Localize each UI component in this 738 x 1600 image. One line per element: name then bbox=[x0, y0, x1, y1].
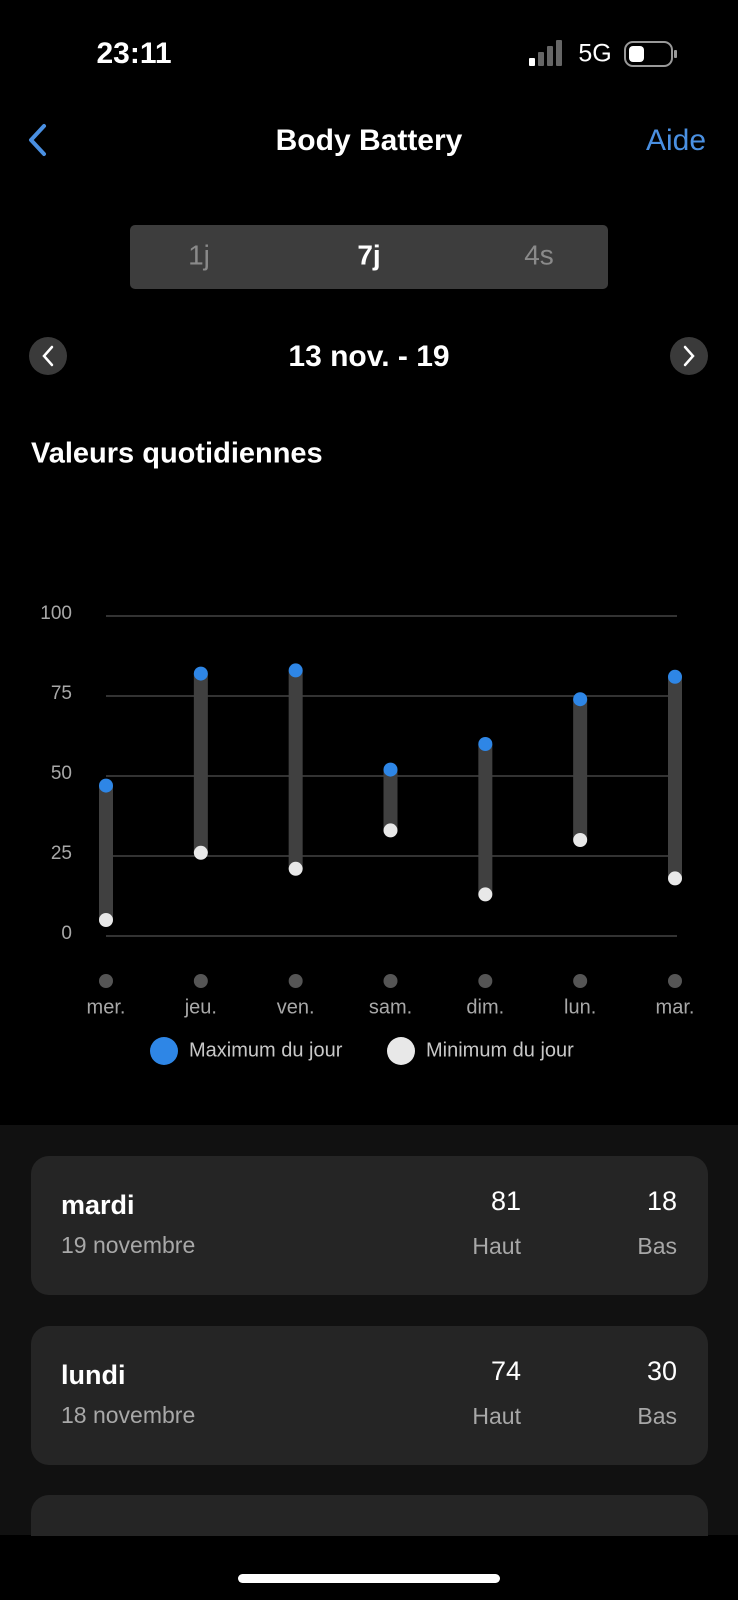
chart: 0 25 50 75 100 mer. jeu. ven. sam. dim. lun. mar. Ma… bbox=[40, 603, 694, 1065]
card-low-label: Bas bbox=[637, 1233, 677, 1259]
max-dot bbox=[193, 666, 208, 681]
min-dot bbox=[668, 871, 682, 886]
card-day: mardi bbox=[61, 1190, 135, 1220]
help-button[interactable]: Aide bbox=[646, 124, 706, 157]
y-tick-label: 0 bbox=[61, 923, 72, 944]
max-dot bbox=[668, 669, 682, 684]
x-tick-label: mar. bbox=[656, 996, 695, 1018]
min-dot bbox=[99, 913, 113, 927]
card-high: 81 bbox=[491, 1186, 521, 1216]
min-dot bbox=[383, 823, 398, 838]
nav-title: Body Battery bbox=[276, 124, 463, 157]
x-dot bbox=[478, 974, 493, 988]
y-tick-label: 75 bbox=[51, 683, 72, 704]
card-date: 18 novembre bbox=[61, 1402, 195, 1428]
prev-button[interactable] bbox=[29, 337, 67, 375]
back-button[interactable] bbox=[29, 124, 46, 156]
range-bar bbox=[288, 670, 303, 869]
max-dot bbox=[383, 762, 398, 777]
max-dot bbox=[288, 663, 303, 678]
x-tick-label: jeu. bbox=[184, 996, 217, 1018]
card-date: 19 novembre bbox=[61, 1232, 195, 1258]
x-tick-label: lun. bbox=[564, 996, 596, 1018]
section-title: Valeurs quotidiennes bbox=[31, 438, 323, 470]
card[interactable] bbox=[31, 1156, 708, 1295]
legend-label: Maximum du jour bbox=[189, 1039, 343, 1061]
x-tick-label: mer. bbox=[87, 996, 126, 1018]
date-range: 13 nov. - 19 bbox=[288, 340, 449, 373]
max-dot bbox=[99, 778, 113, 793]
card-low: 18 bbox=[647, 1186, 677, 1216]
x-tick-label: ven. bbox=[277, 996, 315, 1018]
min-dot bbox=[573, 833, 588, 847]
x-dot bbox=[668, 974, 682, 988]
tab[interactable]: 4s bbox=[524, 239, 554, 270]
tab[interactable]: 1j bbox=[188, 239, 210, 270]
home-indicator bbox=[238, 1574, 500, 1583]
range-bar bbox=[99, 785, 113, 920]
range-bar bbox=[668, 676, 682, 879]
y-tick-label: 100 bbox=[40, 603, 72, 624]
min-dot bbox=[288, 861, 303, 876]
x-dot bbox=[99, 974, 113, 988]
max-dot bbox=[478, 737, 493, 751]
battery-icon bbox=[624, 41, 677, 67]
min-dot bbox=[193, 845, 208, 860]
status-network: 5G bbox=[578, 40, 611, 68]
legend-swatch bbox=[387, 1037, 415, 1065]
x-dot bbox=[573, 974, 588, 988]
segmented-control bbox=[130, 225, 608, 289]
card[interactable] bbox=[31, 1326, 708, 1465]
range-bar bbox=[193, 673, 208, 853]
legend-label: Minimum du jour bbox=[426, 1039, 574, 1061]
card-list: mardi 19 novembre 81 Haut 18 Bas lundi 18 novem… bbox=[31, 1156, 708, 1465]
legend-swatch bbox=[150, 1037, 178, 1065]
range-bar bbox=[573, 699, 588, 840]
status-time: 23:11 bbox=[96, 37, 171, 70]
next-button[interactable] bbox=[670, 337, 708, 375]
card-low-label: Bas bbox=[637, 1403, 677, 1429]
x-tick-label: sam. bbox=[369, 996, 412, 1018]
card-high-label: Haut bbox=[472, 1233, 521, 1259]
min-dot bbox=[478, 887, 493, 902]
max-dot bbox=[573, 692, 588, 707]
y-tick-label: 50 bbox=[51, 763, 72, 784]
x-dot bbox=[288, 974, 303, 988]
card-low: 30 bbox=[647, 1356, 677, 1386]
x-tick-label: dim. bbox=[466, 996, 504, 1018]
card-high-label: Haut bbox=[472, 1403, 521, 1429]
range-bar bbox=[478, 744, 493, 895]
y-tick-label: 25 bbox=[51, 843, 72, 864]
bottom-bar bbox=[0, 1536, 738, 1600]
card-high: 74 bbox=[491, 1356, 521, 1386]
x-dot bbox=[193, 974, 208, 988]
signal-icon bbox=[529, 40, 562, 66]
card-day: lundi bbox=[61, 1360, 125, 1390]
x-dot bbox=[383, 974, 398, 988]
tab-selected[interactable]: 7j bbox=[357, 239, 380, 270]
range-bar bbox=[383, 769, 398, 831]
